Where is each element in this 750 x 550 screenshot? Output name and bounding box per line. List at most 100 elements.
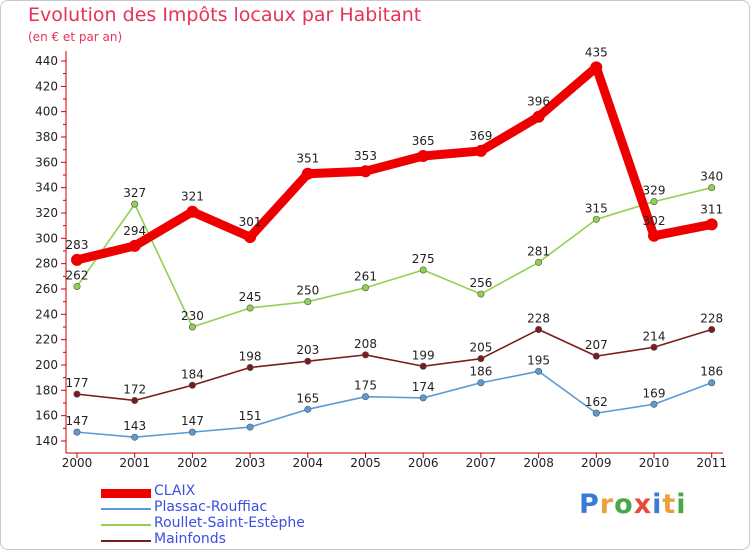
data-point [359,165,372,178]
data-label: 169 [643,386,666,400]
data-label: 283 [66,238,89,252]
series-line-roullet-saint-est-phe [76,186,713,328]
legend-swatch [101,508,151,510]
data-label: 301 [239,215,262,229]
data-label: 151 [239,409,262,423]
data-point [650,198,658,206]
data-point [73,282,81,290]
y-tick-label: 440 [35,54,58,68]
data-label: 214 [643,329,666,343]
x-tick-label: 2003 [235,456,266,470]
legend-label: CLAIX [154,483,196,499]
data-point [128,239,141,252]
data-point [708,326,716,334]
data-point [73,390,81,398]
data-point [705,218,718,231]
data-point [188,381,196,389]
data-label: 205 [469,341,492,355]
data-label: 172 [123,382,146,396]
data-point [188,428,196,436]
logo-letter: o [614,489,634,520]
data-label: 369 [469,129,492,143]
data-point [186,205,199,218]
y-tick-label: 300 [35,231,58,245]
legend-swatch [101,489,151,498]
data-point [361,393,369,401]
data-point [592,352,600,360]
data-point [477,355,485,363]
y-tick-label: 420 [35,79,58,93]
data-label: 329 [643,184,666,198]
data-point [708,379,716,387]
data-label: 143 [123,419,146,433]
x-tick-label: 2009 [581,456,612,470]
data-label: 175 [354,379,377,393]
y-tick-label: 340 [35,181,58,195]
x-tick-label: 2011 [696,456,727,470]
data-label: 340 [700,170,723,184]
data-point [477,290,485,298]
series-line-claix [72,62,717,265]
data-label: 177 [66,376,89,390]
series-line-plassac-rouffiac [76,370,713,439]
y-tick-label: 200 [35,358,58,372]
x-tick-label: 2002 [177,456,208,470]
data-label: 281 [527,244,550,258]
data-point [419,362,427,370]
data-label: 228 [700,312,723,326]
data-label: 294 [123,224,146,238]
data-label: 261 [354,270,377,284]
data-label: 262 [66,268,89,282]
logo-letter: r [599,489,615,520]
data-label: 351 [296,152,319,166]
data-point [131,396,139,404]
data-point [131,433,139,441]
x-tick-label: 2010 [639,456,670,470]
data-point [419,266,427,274]
x-tick-label: 2001 [119,456,150,470]
data-point [650,343,658,351]
legend-swatch [101,540,151,542]
data-point [592,409,600,417]
y-tick-label: 220 [35,333,58,347]
y-tick-label: 400 [35,105,58,119]
data-label: 353 [354,149,377,163]
logo-letter: i [676,489,687,520]
data-point [592,215,600,223]
data-label: 184 [181,367,204,381]
y-tick-label: 240 [35,307,58,321]
data-label: 207 [585,338,608,352]
legend-swatch [101,524,151,526]
data-point [477,379,485,387]
data-point [301,167,314,180]
y-tick-label: 160 [35,409,58,423]
y-tick-label: 380 [35,130,58,144]
chart-subtitle: (en € et par an) [28,30,123,44]
data-label: 147 [181,414,204,428]
data-label: 208 [354,337,377,351]
data-point [417,150,430,162]
data-label: 165 [296,391,319,405]
data-label: 396 [527,95,550,109]
data-point [650,400,658,408]
y-tick-label: 280 [35,257,58,271]
data-label: 256 [469,276,492,290]
data-point [304,357,312,365]
data-label: 147 [66,414,89,428]
data-point [244,231,257,244]
x-tick-label: 2004 [293,456,324,470]
data-label: 174 [412,380,435,394]
data-label: 327 [123,186,146,200]
legend-label: Roullet-Saint-Estèphe [154,515,305,531]
data-point [361,284,369,292]
logo-letter: t [662,489,677,520]
data-label: 230 [181,309,204,323]
data-point [304,298,312,306]
data-label: 302 [643,214,666,228]
data-label: 275 [412,252,435,266]
data-label: 245 [239,290,262,304]
data-point [419,394,427,402]
logo-letter: i [652,489,663,520]
